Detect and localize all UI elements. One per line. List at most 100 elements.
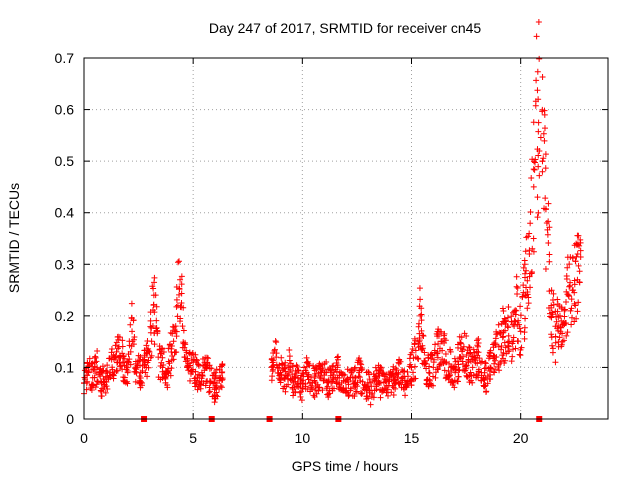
- data-point: [404, 368, 411, 375]
- data-point: [535, 209, 542, 216]
- data-point: [539, 168, 546, 175]
- data-point: [556, 334, 563, 341]
- data-point: [564, 264, 571, 271]
- data-point: [168, 342, 175, 349]
- data-point: [137, 378, 144, 385]
- data-point: [81, 374, 88, 381]
- data-point: [151, 309, 158, 316]
- data-point: [119, 337, 126, 344]
- data-point: [466, 344, 473, 351]
- data-point: [108, 349, 115, 356]
- data-point: [509, 353, 516, 360]
- y-tick-label: 0.1: [55, 359, 75, 375]
- data-point: [199, 372, 206, 379]
- data-point: [159, 364, 166, 371]
- data-point: [455, 367, 462, 374]
- data-point: [410, 369, 417, 376]
- data-point: [294, 374, 301, 381]
- data-point: [501, 359, 508, 366]
- data-point: [553, 318, 560, 325]
- data-point: [347, 385, 354, 392]
- data-point: [175, 259, 182, 266]
- data-point: [554, 296, 561, 303]
- plot-frame: [83, 57, 609, 420]
- data-point: [151, 279, 158, 286]
- data-point: [541, 107, 548, 114]
- data-point: [146, 348, 153, 355]
- data-point: [439, 347, 446, 354]
- data-point: [365, 395, 372, 402]
- data-point: [127, 361, 134, 368]
- data-point: [104, 385, 111, 392]
- data-point: [117, 354, 124, 361]
- data-point: [282, 359, 289, 366]
- data-point: [331, 385, 338, 392]
- data-point: [505, 343, 512, 350]
- data-point: [432, 374, 439, 381]
- data-point: [299, 370, 306, 377]
- data-point: [418, 311, 425, 318]
- data-point: [522, 274, 529, 281]
- data-point: [577, 239, 584, 246]
- data-point: [571, 318, 578, 325]
- data-point: [269, 368, 276, 375]
- data-point: [539, 158, 546, 165]
- x-tick-label: 0: [80, 430, 88, 446]
- data-point: [113, 348, 120, 355]
- data-point: [447, 348, 454, 355]
- data-point: [445, 376, 452, 383]
- data-point: [385, 392, 392, 399]
- data-point: [570, 287, 577, 294]
- data-point: [97, 373, 104, 380]
- data-point: [349, 367, 356, 374]
- data-point: [185, 364, 192, 371]
- data-point: [340, 385, 347, 392]
- data-point: [104, 362, 111, 369]
- data-point: [526, 273, 533, 280]
- data-point: [514, 291, 521, 298]
- data-point: [468, 353, 475, 360]
- data-point: [502, 318, 509, 325]
- data-point: [177, 276, 184, 283]
- data-point: [523, 234, 530, 241]
- data-point: [535, 119, 542, 126]
- data-point: [525, 300, 532, 307]
- data-point: [308, 374, 315, 381]
- data-point: [524, 305, 531, 312]
- data-point: [545, 200, 552, 207]
- data-point: [495, 321, 502, 328]
- data-point: [271, 346, 278, 353]
- data-point: [452, 369, 459, 376]
- data-point: [436, 361, 443, 368]
- data-point: [441, 330, 448, 337]
- data-point: [469, 353, 476, 360]
- data-point: [521, 324, 528, 331]
- data-point: [155, 354, 162, 361]
- data-point: [505, 348, 512, 355]
- data-point: [439, 338, 446, 345]
- data-point: [574, 308, 581, 315]
- data-point: [522, 248, 529, 255]
- data-point: [513, 307, 520, 314]
- data-point: [516, 351, 523, 358]
- data-point: [474, 342, 481, 349]
- data-point: [115, 343, 122, 350]
- data-point: [353, 388, 360, 395]
- data-point: [387, 368, 394, 375]
- data-point: [434, 348, 441, 355]
- data-point: [475, 374, 482, 381]
- data-point: [513, 283, 520, 290]
- data-point: [567, 254, 574, 261]
- data-point: [399, 374, 406, 381]
- data-point: [290, 392, 297, 399]
- data-point: [194, 386, 201, 393]
- data-point: [463, 333, 470, 340]
- data-point: [109, 364, 116, 371]
- chart-title: Day 247 of 2017, SRMTID for receiver cn4…: [209, 20, 482, 36]
- data-point: [83, 386, 90, 393]
- data-point: [512, 311, 519, 318]
- data-point: [111, 354, 118, 361]
- data-point: [304, 359, 311, 366]
- data-point: [568, 314, 575, 321]
- data-point: [373, 374, 380, 381]
